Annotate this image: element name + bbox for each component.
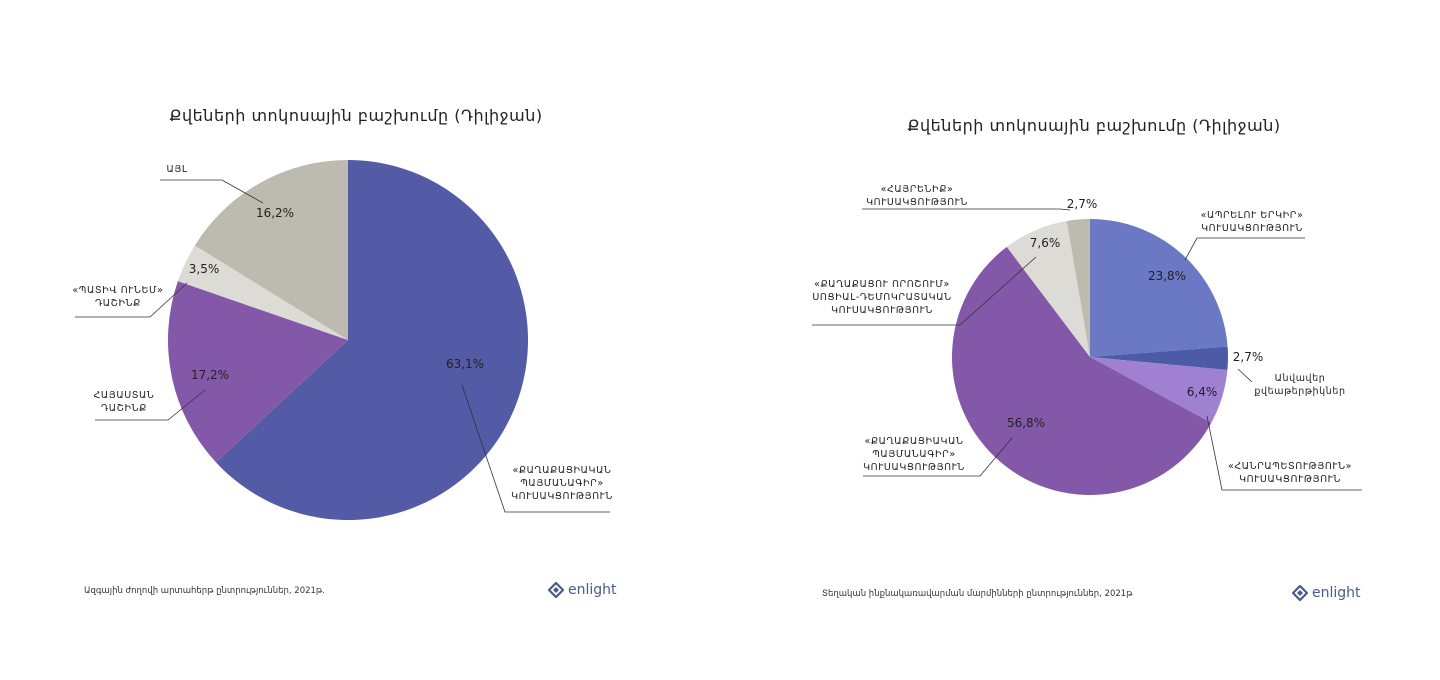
pie-1-leader-line-2 (95, 389, 206, 421)
chart-1-source: Ազգային ժողովի արտահերթ ընտրություններ, … (84, 586, 325, 596)
pie-1-slice-4 (194, 160, 348, 340)
pie-2-value-label-1: 23,8% (1148, 269, 1186, 283)
pie-1-value-label-2: 17,2% (191, 368, 229, 382)
logo-text: enlight (1312, 585, 1361, 601)
pie-1-slice-label-3: «ՊԱՏԻՎ ՈՒՆԵՄ» ԴԱՇԻՆՔ (72, 285, 163, 309)
logo-diamond-icon (1292, 585, 1308, 601)
pie-1-slice-label-1: «ՔԱՂԱՔԱՑԻԱԿԱՆ ՊԱՅՄԱՆԱԳԻՐ» ԿՈՒՍԱԿՑՈՒԹՅՈՒՆ (511, 465, 613, 502)
pie-1-slice-label-4: ԱՅԼ (166, 164, 187, 175)
pie-1-leader-line-4 (160, 179, 264, 204)
pie-1-value-label-4: 16,2% (256, 206, 294, 220)
pie-1-slice-3 (177, 245, 348, 340)
pie-2-slice-label-5: «ՔԱՂԱՔԱՑՈՒ ՈՐՈՇՈՒՄ» ՍՈՑԻԱԼ-ԴԵՄՈԿՐԱՏԱԿԱՆ ԿՈ… (812, 279, 951, 316)
logo-diamond-icon (548, 582, 564, 598)
pie-2-value-label-2: 2,7% (1233, 350, 1264, 364)
pie-2-leader-line-4 (863, 437, 1013, 477)
logo-text: enlight (568, 582, 617, 598)
pie-2-leader-line-1 (1184, 237, 1305, 261)
pie-1-slice-label-2: ՀԱՅԱՍՏԱՆ ԴԱՇԻՆՔ (94, 390, 155, 414)
pie-1-leader-line-3 (75, 282, 188, 318)
pie-2-slice-3 (1090, 357, 1228, 423)
pie-1-value-label-3: 3,5% (189, 262, 220, 276)
enlight-logo: enlight (548, 582, 617, 598)
pie-2-slice-5 (1006, 220, 1090, 357)
enlight-logo: enlight (1292, 585, 1361, 601)
pie-2-slice-4 (952, 246, 1212, 495)
pie-2-slice-label-4: «ՔԱՂԱՔԱՑԻԱԿԱՆ ՊԱՅՄԱՆԱԳԻՐ» ԿՈՒՍԱԿՑՈՒԹՅՈՒՆ (863, 436, 965, 473)
pie-2-leader-line-3 (1206, 415, 1362, 491)
pie-1-value-label-1: 63,1% (446, 357, 484, 371)
chart-2-title: Քվեների տոկոսային բաշխումը (Դիլիջան) (907, 116, 1281, 135)
pie-chart-2: 23,8% «ԱՊՐԵԼՈՒ ԵՐԿԻՐ» ԿՈՒՍԱԿՑՈՒԹՅՈՒՆ 2,7% Ան… (812, 184, 1362, 495)
pie-2-leader-line-5 (812, 256, 1037, 326)
pie-2-value-label-6: 2,7% (1067, 197, 1098, 211)
pie-2-slice-6 (1066, 219, 1090, 357)
chart-2-source: Տեղական ինքնակառավարման մարմինների ընտրո… (822, 589, 1133, 599)
pie-2-value-label-5: 7,6% (1030, 236, 1061, 250)
pie-2-slice-label-1: «ԱՊՐԵԼՈՒ ԵՐԿԻՐ» ԿՈՒՍԱԿՑՈՒԹՅՈՒՆ (1201, 210, 1304, 234)
pie-1-slice-1 (216, 160, 528, 520)
pie-2-leader-line-2 (1237, 368, 1253, 383)
pie-chart-1: 63,1% «ՔԱՂԱՔԱՑԻԱԿԱՆ ՊԱՅՄԱՆԱԳԻՐ» ԿՈՒՍԱԿՑՈՒԹՅ… (72, 160, 613, 520)
pie-2-slice-label-2: Անվավեր քվեաթերթիկներ (1254, 373, 1345, 397)
pie-2-slice-label-3: «ՀԱՆՐԱՊԵՏՈՒԹՅՈՒՆ» ԿՈՒՍԱԿՑՈՒԹՅՈՒՆ (1228, 461, 1352, 485)
pie-2-value-label-4: 56,8% (1007, 416, 1045, 430)
pie-2-leader-line-6 (862, 208, 1071, 211)
pie-2-slice-2 (1090, 346, 1228, 370)
pie-2-slice-label-6: «ՀԱՅՐԵՆԻՔ» ԿՈՒՍԱԿՑՈՒԹՅՈՒՆ (866, 184, 968, 208)
pie-1-leader-line-1 (461, 384, 610, 513)
pie-2-value-label-3: 6,4% (1187, 385, 1218, 399)
pie-1-slice-2 (167, 281, 348, 463)
chart-1-title: Քվեների տոկոսային բաշխումը (Դիլիջան) (169, 106, 543, 125)
pie-2-slice-1 (1090, 219, 1228, 357)
